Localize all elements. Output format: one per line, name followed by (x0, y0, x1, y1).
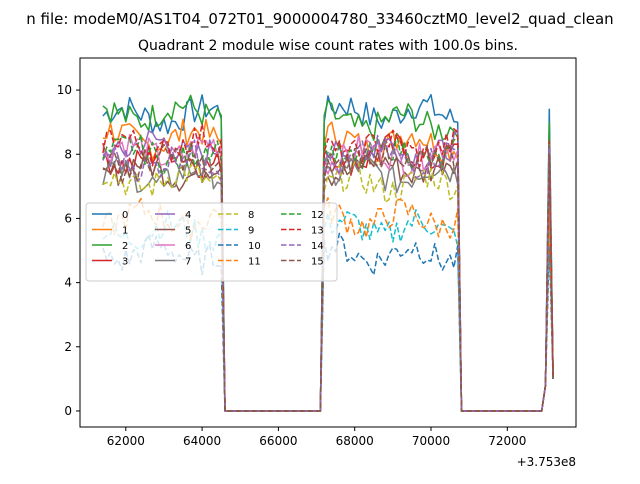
y-tick-label: 8 (64, 147, 72, 161)
legend-label-11: 11 (248, 257, 261, 268)
y-tick-label: 2 (64, 340, 72, 354)
y-tick-label: 0 (64, 404, 72, 418)
series-line-14 (102, 134, 554, 412)
legend-label-9: 9 (248, 226, 254, 237)
x-tick-label: 68000 (336, 434, 374, 448)
x-tick-label: 70000 (412, 434, 450, 448)
legend-label-2: 2 (122, 241, 128, 252)
legend-label-15: 15 (311, 257, 324, 268)
chart-title: Quadrant 2 module wise count rates with … (138, 38, 518, 54)
legend-label-12: 12 (311, 210, 324, 221)
legend-label-4: 4 (185, 210, 191, 221)
axes-frame (79, 57, 577, 428)
legend-label-1: 1 (122, 226, 128, 237)
x-tick-label: 64000 (183, 434, 221, 448)
y-tick-label: 10 (57, 83, 72, 97)
plot-layer (102, 93, 554, 412)
legend-label-0: 0 (122, 210, 128, 221)
x-axis: 62000 64000 66000 68000 70000 72000 (107, 427, 526, 448)
x-offset-label: +3.753e8 (517, 455, 576, 469)
series-line-7 (102, 155, 554, 412)
legend-label-5: 5 (185, 226, 191, 237)
legend-label-13: 13 (311, 226, 324, 237)
series-line-15 (102, 143, 554, 412)
y-tick-label: 6 (64, 211, 72, 225)
legend-label-10: 10 (248, 241, 261, 252)
x-tick-label: 72000 (488, 434, 526, 448)
legend-box (85, 202, 338, 282)
legend-label-14: 14 (311, 241, 324, 252)
legend-label-7: 7 (185, 257, 191, 268)
figure-suptitle: n file: modeM0/AS1T04_072T01_9000004780_… (26, 10, 613, 29)
legend-label-6: 6 (185, 241, 191, 252)
legend-label-8: 8 (248, 210, 254, 221)
y-axis: 0 2 4 6 8 10 (57, 83, 80, 418)
x-tick-label: 66000 (259, 434, 297, 448)
y-tick-label: 4 (64, 276, 72, 290)
x-tick-label: 62000 (107, 434, 145, 448)
legend-label-3: 3 (122, 257, 128, 268)
